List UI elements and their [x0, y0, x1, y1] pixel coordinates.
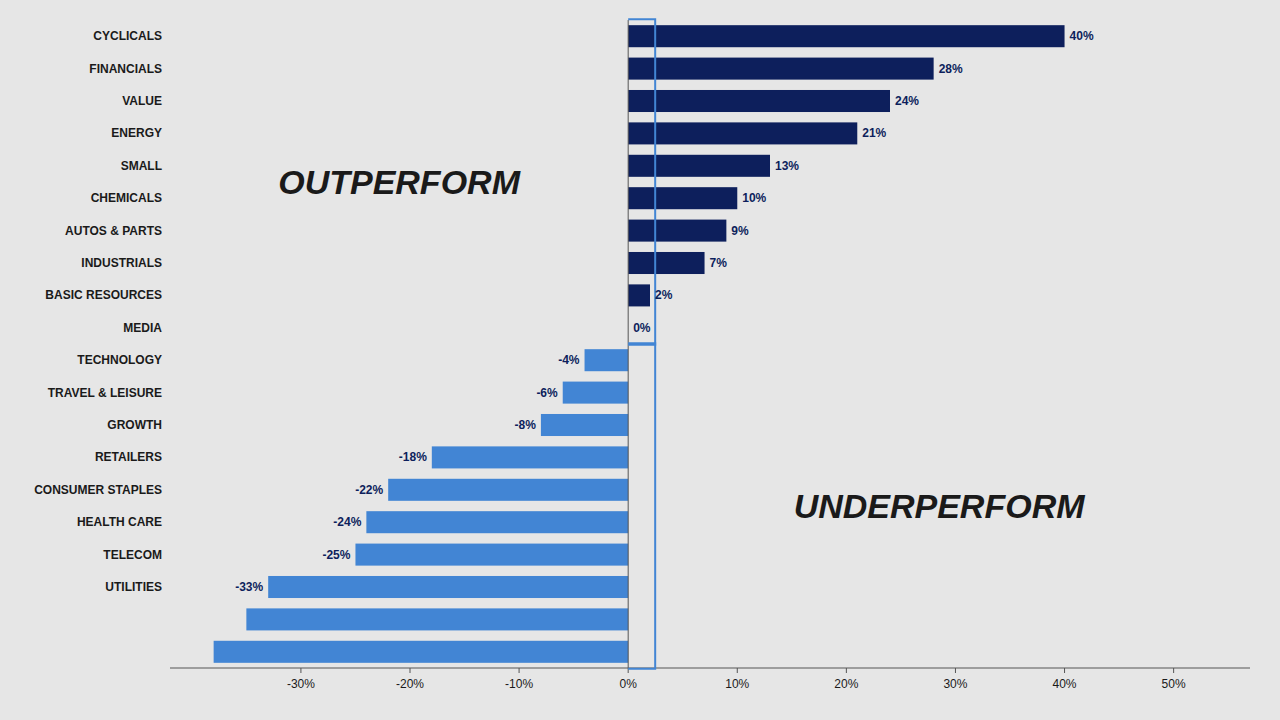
data-label: 21%	[862, 126, 886, 140]
category-label: BASIC RESOURCES	[45, 288, 162, 302]
bar	[432, 446, 628, 468]
data-label: 0%	[633, 321, 651, 335]
data-label: -18%	[399, 450, 427, 464]
category-label: TRAVEL & LEISURE	[48, 386, 162, 400]
bar	[628, 155, 770, 177]
bar	[246, 608, 628, 630]
x-tick	[955, 668, 956, 673]
data-label: 28%	[939, 62, 963, 76]
bracket	[628, 19, 655, 344]
data-label: -8%	[515, 418, 537, 432]
chart: -30% -20% -10% 0% 10% 20% 30% 40% 50% CYCLICALS FI…	[0, 0, 1280, 720]
category-label: HEALTH CARE	[77, 515, 162, 529]
x-tick-label: 0%	[620, 677, 638, 691]
category-label: INDUSTRIALS	[81, 256, 162, 270]
data-label: 10%	[742, 191, 766, 205]
bar	[628, 220, 726, 242]
x-tick-label: -20%	[396, 677, 424, 691]
x-tick-label: -10%	[505, 677, 533, 691]
bar	[628, 122, 857, 144]
data-label: 13%	[775, 159, 799, 173]
bar	[628, 90, 890, 112]
bar	[214, 641, 629, 663]
x-axis-line	[170, 667, 1250, 668]
bar	[585, 349, 629, 371]
category-label: TELECOM	[103, 548, 162, 562]
x-tick	[410, 668, 411, 673]
category-label: CONSUMER STAPLES	[34, 483, 162, 497]
data-label: -24%	[333, 515, 361, 529]
data-label: -33%	[235, 580, 263, 594]
bar	[628, 58, 933, 80]
bar	[366, 511, 628, 533]
bar	[563, 382, 628, 404]
category-label: ENERGY	[111, 126, 162, 140]
bar	[268, 576, 628, 598]
x-tick-label: 10%	[725, 677, 749, 691]
category-label: AUTOS & PARTS	[65, 224, 162, 238]
data-label: -6%	[536, 386, 558, 400]
x-tick	[300, 668, 301, 673]
x-tick	[846, 668, 847, 673]
data-label: -4%	[558, 353, 580, 367]
annotation: OUTPERFORM	[278, 163, 520, 201]
data-label: -25%	[322, 548, 350, 562]
x-tick	[1173, 668, 1174, 673]
category-label: RETAILERS	[95, 450, 162, 464]
bar	[541, 414, 628, 436]
bar	[628, 187, 737, 209]
data-label: 7%	[710, 256, 728, 270]
annotation: UNDERPERFORM	[794, 487, 1086, 525]
x-tick-label: 40%	[1053, 677, 1077, 691]
category-label: VALUE	[122, 94, 162, 108]
category-label: CHEMICALS	[91, 191, 162, 205]
data-label: -22%	[355, 483, 383, 497]
data-label: 2%	[655, 288, 673, 302]
category-label: UTILITIES	[105, 580, 162, 594]
data-label: 24%	[895, 94, 919, 108]
category-label: CYCLICALS	[93, 29, 162, 43]
category-label: TECHNOLOGY	[77, 353, 162, 367]
bar	[628, 284, 650, 306]
data-label: 40%	[1070, 29, 1094, 43]
bracket	[628, 343, 655, 668]
x-tick-label: 20%	[834, 677, 858, 691]
bar	[355, 544, 628, 566]
category-label: GROWTH	[107, 418, 162, 432]
category-label: FINANCIALS	[89, 62, 162, 76]
x-tick	[519, 668, 520, 673]
bar	[628, 25, 1064, 47]
category-label: SMALL	[121, 159, 162, 173]
bar	[388, 479, 628, 501]
x-tick-label: -30%	[287, 677, 315, 691]
x-tick-label: 50%	[1162, 677, 1186, 691]
x-tick-label: 30%	[943, 677, 967, 691]
data-label: 9%	[731, 224, 749, 238]
bar	[628, 252, 704, 274]
x-tick	[737, 668, 738, 673]
category-label: MEDIA	[123, 321, 162, 335]
x-tick	[1064, 668, 1065, 673]
